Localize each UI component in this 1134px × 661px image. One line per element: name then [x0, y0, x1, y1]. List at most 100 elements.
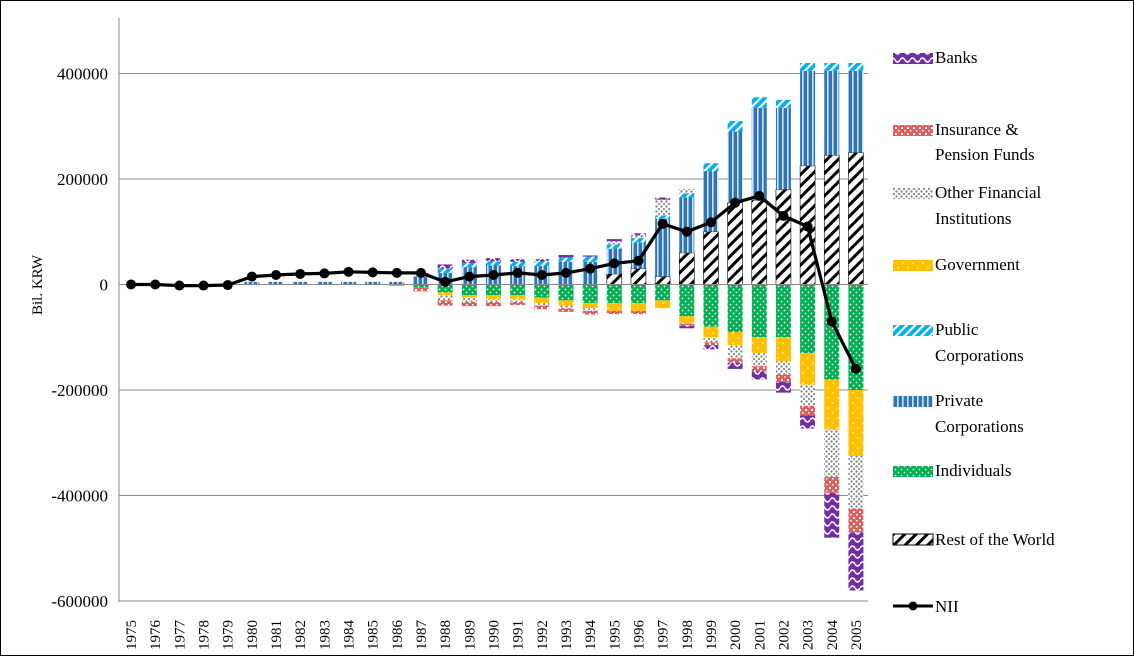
bar-banks-2003	[800, 415, 816, 429]
bar-insurance-and-pension-funds-2000	[727, 358, 743, 363]
nii-point-2004	[826, 316, 837, 327]
nii-point-1996	[633, 255, 644, 266]
nii-point-1998	[681, 226, 692, 237]
x-tick-label: 1999	[704, 620, 720, 650]
bar-rest-of-the-world-2000	[727, 202, 743, 285]
y-tick-label: 400000	[57, 65, 108, 84]
bar-individuals-1986	[389, 284, 405, 286]
x-tick-label: 2002	[776, 620, 792, 650]
bar-private-corporations-1998	[679, 197, 695, 253]
bar-rest-of-the-world-1998	[679, 252, 695, 285]
bar-government-1990	[486, 295, 501, 300]
y-tick-label: 0	[100, 276, 109, 295]
nii-point-1992	[536, 270, 547, 281]
bar-public-corporations-1997	[655, 215, 671, 219]
bar-government-2004	[824, 379, 840, 430]
x-tick-label: 1996	[631, 620, 647, 651]
x-tick-label: 2004	[825, 620, 841, 651]
bar-banks-2001	[751, 371, 767, 380]
nii-point-1978	[198, 280, 209, 291]
x-tick-label: 1987	[414, 620, 430, 651]
bar-banks-2002	[775, 382, 791, 393]
bar-insurance-and-pension-funds-1988	[437, 300, 453, 306]
bar-banks-1996	[630, 233, 646, 236]
bar-banks-1994	[582, 255, 598, 257]
bar-insurance-and-pension-funds-2002	[775, 374, 791, 383]
bar-government-2001	[751, 337, 767, 354]
nii-point-1983	[319, 268, 330, 279]
legend-label-other-financial-2: Institutions	[935, 209, 1012, 228]
bar-private-corporations-1987	[413, 276, 429, 285]
nii-point-1988	[440, 276, 451, 287]
bar-individuals-2000	[727, 284, 743, 332]
bar-individuals-1999	[703, 284, 719, 327]
x-tick-label: 1981	[269, 620, 285, 650]
bar-rest-of-the-world-1996	[630, 268, 647, 285]
bar-banks-2000	[727, 362, 743, 369]
bar-government-2005	[848, 390, 864, 456]
legend-label-banks: Banks	[935, 48, 978, 67]
bar-insurance-and-pension-funds-1989	[461, 301, 477, 307]
bar-banks-1998	[679, 325, 695, 329]
nii-point-1977	[174, 280, 185, 291]
nii-point-1979	[222, 280, 233, 291]
y-tick-label: -600000	[51, 592, 108, 611]
bar-banks-1989	[461, 259, 477, 263]
bar-government-1992	[534, 297, 550, 303]
nii-point-1984	[343, 266, 354, 277]
bar-government-1988	[437, 292, 453, 296]
bar-individuals-1987	[413, 284, 429, 288]
x-tick-label: 1985	[366, 620, 382, 650]
bar-other-financial-institutions-2004	[824, 429, 840, 478]
bar-government-1998	[679, 316, 695, 325]
bar-government-1991	[510, 295, 526, 300]
bar-rest-of-the-world-2002	[775, 189, 792, 285]
bar-other-financial-institutions-1988	[437, 295, 453, 301]
bar-banks-1997	[655, 197, 671, 200]
legend-swatch-individuals	[893, 466, 933, 477]
legend-item-insurance: Insurance & Pension Funds	[893, 120, 1035, 164]
x-tick-label: 1983	[317, 620, 333, 650]
nii-point-2000	[730, 197, 741, 208]
bar-insurance-and-pension-funds-1996	[630, 310, 646, 315]
bar-public-corporations-2004	[824, 62, 840, 71]
x-tick-label: 1991	[511, 620, 527, 650]
nii-point-1980	[246, 271, 257, 282]
bar-government-2003	[800, 353, 816, 385]
bar-public-corporations-2003	[800, 62, 816, 71]
nii-point-1997	[657, 218, 668, 229]
nii-point-1985	[367, 267, 378, 278]
bar-government-1994	[582, 302, 598, 309]
bar-private-corporations-2004	[824, 70, 840, 156]
x-tick-label: 1978	[197, 620, 213, 650]
bar-public-corporations-1993	[558, 257, 574, 262]
x-tick-label: 1976	[148, 620, 164, 651]
nii-point-1976	[150, 279, 161, 290]
x-tick-label: 2005	[849, 620, 865, 650]
y-tick-label: -200000	[51, 381, 108, 400]
bar-insurance-and-pension-funds-2003	[800, 405, 816, 416]
bar-private-corporations-1997	[655, 218, 671, 277]
legend-item-other-financial: Other Financial Institutions	[893, 183, 1041, 228]
bar-individuals-2003	[800, 284, 816, 354]
legend-item-nii: NII	[893, 597, 959, 616]
bar-public-corporations-1998	[679, 193, 695, 198]
bar-insurance-and-pension-funds-1995	[606, 310, 622, 315]
y-axis-label: Bil. KRW	[30, 254, 46, 315]
legend-label-public-corporations-2: Corporations	[935, 346, 1024, 365]
legend-label-rest-of-world: Rest of the World	[935, 530, 1055, 549]
bar-public-corporations-2002	[775, 99, 791, 108]
y-axis-ticks: 400000 200000 0 -200000 -400000 -600000	[51, 65, 108, 612]
y-tick-label: -400000	[51, 487, 108, 506]
bar-banks-1991	[510, 259, 526, 262]
bar-other-financial-institutions-2003	[800, 384, 816, 406]
bar-insurance-and-pension-funds-1998	[679, 324, 695, 326]
x-tick-label: 2003	[801, 620, 817, 650]
x-tick-label: 1997	[656, 620, 672, 651]
bar-individuals-1995	[606, 284, 622, 303]
legend-label-other-financial-1: Other Financial	[935, 183, 1041, 202]
legend-label-public-corporations-1: Public	[935, 320, 979, 339]
bar-government-1989	[461, 295, 477, 298]
bar-government-2000	[727, 331, 743, 346]
legend-item-individuals: Individuals	[893, 461, 1012, 480]
